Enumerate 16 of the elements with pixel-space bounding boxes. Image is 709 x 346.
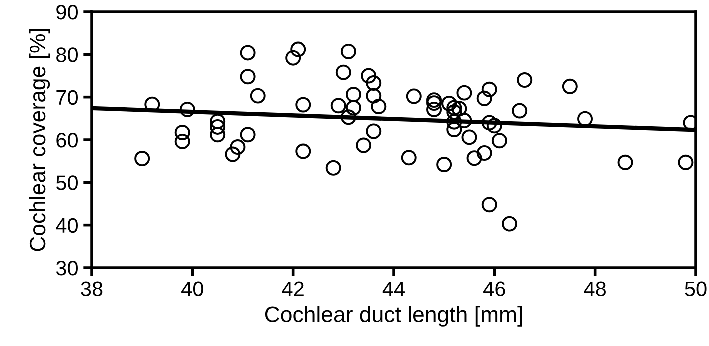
x-tick-label: 42: [282, 282, 304, 296]
y-tick-label: 90: [56, 5, 78, 20]
x-tick-label: 50: [685, 282, 707, 296]
x-tick-label: 46: [484, 282, 506, 296]
y-tick-label: 30: [56, 261, 78, 276]
x-tick-label: 44: [382, 282, 405, 296]
y-tick-label: 70: [56, 90, 78, 106]
y-tick-label: 50: [56, 176, 78, 190]
x-tick-label: 40: [182, 282, 204, 296]
y-tick-label: 40: [56, 218, 78, 234]
y-tick-label: 60: [56, 133, 78, 148]
x-tick-label: 48: [584, 282, 606, 296]
x-axis-title: Cochlear duct length [mm]: [265, 306, 522, 327]
y-tick-label: 80: [56, 48, 78, 62]
x-tick-label: 38: [81, 282, 103, 296]
y-axis-title: Cochlear coverage [%]: [29, 29, 50, 252]
